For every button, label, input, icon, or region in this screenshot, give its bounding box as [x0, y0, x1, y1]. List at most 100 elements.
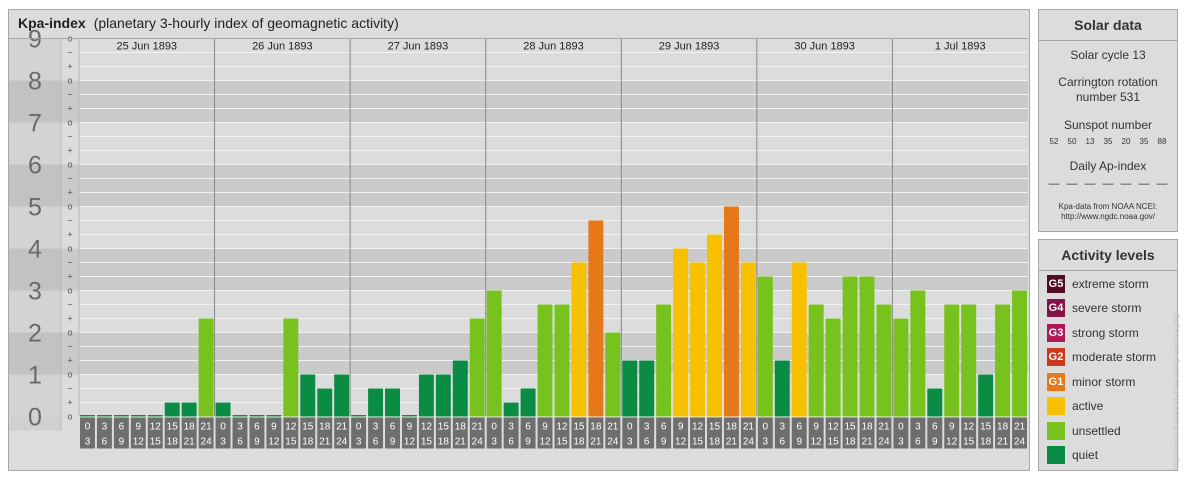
- interval-start-label: 0: [898, 422, 904, 433]
- interval-start-label: 3: [102, 422, 108, 433]
- activity-levels-divider: [1039, 270, 1177, 271]
- carrington-line2: number 531: [1075, 90, 1141, 104]
- interval-end-label: 24: [336, 437, 348, 448]
- interval-start-label: 12: [285, 422, 297, 433]
- sunspot-value: 52: [1049, 137, 1059, 146]
- interval-start-label: 9: [542, 422, 548, 433]
- solar-data-title: Solar data: [1074, 17, 1142, 33]
- interval-end-label: 24: [201, 437, 213, 448]
- y-subtick-label: −: [67, 216, 72, 226]
- interval-end-label: 24: [1014, 437, 1026, 448]
- interval-end-label: 3: [627, 437, 633, 448]
- interval-start-label: 18: [455, 422, 467, 433]
- interval-end-label: 3: [356, 437, 362, 448]
- interval-cell: [740, 417, 756, 449]
- y-subtick-label: o: [67, 412, 72, 422]
- interval-end-label: 15: [692, 437, 704, 448]
- interval-start-label: 18: [319, 422, 331, 433]
- kp-bar: [673, 248, 689, 417]
- interval-end-label: 15: [150, 437, 162, 448]
- kp-bar: [368, 388, 384, 417]
- legend-item-moderate-storm: G2 moderate storm: [1047, 347, 1156, 367]
- ap-value: —: [1084, 178, 1096, 190]
- interval-start-label: 18: [861, 422, 873, 433]
- legend-swatch-g1: G1: [1047, 373, 1065, 391]
- kp-bar: [605, 332, 621, 417]
- ap-value: —: [1102, 178, 1114, 190]
- y-label-band: [9, 206, 61, 249]
- interval-end-label: 9: [119, 437, 125, 448]
- interval-end-label: 18: [980, 437, 992, 448]
- interval-end-label: 6: [237, 437, 243, 448]
- ap-index-values: — — — — — — —: [1039, 178, 1177, 190]
- interval-end-label: 6: [644, 437, 650, 448]
- kp-bar: [774, 360, 790, 417]
- credit-line1: Kpa-data from NOAA NCEI:: [1058, 202, 1158, 211]
- y-subtick-label: −: [67, 384, 72, 394]
- y-tick-label: 5: [28, 194, 42, 222]
- kp-bar: [757, 276, 773, 417]
- interval-end-label: 3: [898, 437, 904, 448]
- y-subtick-label: −: [67, 342, 72, 352]
- interval-end-label: 21: [997, 437, 1009, 448]
- interval-start-label: 9: [678, 422, 684, 433]
- y-tick-label: 6: [28, 152, 42, 180]
- y-label-band: [9, 122, 61, 165]
- interval-start-label: 15: [302, 422, 314, 433]
- kp-bar: [232, 415, 248, 417]
- interval-start-label: 12: [556, 422, 568, 433]
- kp-bar: [842, 276, 858, 417]
- kp-bar: [130, 415, 146, 417]
- ap-value: —: [1066, 178, 1078, 190]
- interval-start-label: 6: [254, 422, 260, 433]
- interval-start-label: 0: [85, 422, 91, 433]
- y-label-band: [9, 80, 61, 123]
- sunspot-label: Sunspot number: [1063, 118, 1153, 132]
- y-subtick-label: o: [67, 370, 72, 380]
- interval-start-label: 6: [390, 422, 396, 433]
- kp-bar: [707, 234, 722, 417]
- interval-cell: [368, 417, 384, 449]
- legend-swatch-active: [1047, 397, 1065, 415]
- y-tick-label: 2: [28, 320, 42, 348]
- y-subtick-label: −: [67, 132, 72, 142]
- interval-start-label: 3: [779, 422, 785, 433]
- interval-cell: [588, 417, 604, 449]
- interval-end-label: 15: [285, 437, 297, 448]
- sunspot-value: 35: [1139, 137, 1149, 146]
- interval-end-label: 12: [539, 437, 551, 448]
- interval-end-label: 18: [709, 437, 721, 448]
- interval-start-label: 6: [525, 422, 531, 433]
- interval-cell: [147, 417, 163, 449]
- legend-label: minor storm: [1072, 375, 1136, 389]
- interval-cell: [385, 417, 400, 449]
- interval-cell: [757, 417, 773, 449]
- interval-start-label: 18: [997, 422, 1009, 433]
- interval-end-label: 18: [845, 437, 857, 448]
- y-tick-label: 4: [28, 236, 42, 264]
- ap-value: —: [1156, 178, 1168, 190]
- y-tick-label: 1: [28, 362, 42, 390]
- chart-title-main: Kpa-index: [18, 15, 86, 31]
- kp-bar: [215, 402, 231, 417]
- interval-cell: [774, 417, 790, 449]
- interval-cell: [198, 417, 214, 449]
- kp-bar: [80, 415, 95, 417]
- kp-bar: [113, 415, 129, 417]
- interval-start-label: 0: [356, 422, 362, 433]
- y-subtick-label: o: [67, 328, 72, 338]
- sunspot-value: 20: [1121, 137, 1131, 146]
- interval-end-label: 18: [302, 437, 314, 448]
- activity-levels-panel: Activity levels G5 extreme storm G4 seve…: [1038, 239, 1178, 471]
- interval-start-label: 15: [573, 422, 585, 433]
- legend-swatch-g4: G4: [1047, 299, 1065, 317]
- interval-end-label: 9: [796, 437, 802, 448]
- interval-end-label: 24: [472, 437, 484, 448]
- interval-end-label: 21: [319, 437, 331, 448]
- interval-start-label: 12: [692, 422, 704, 433]
- legend-item-extreme-storm: G5 extreme storm: [1047, 274, 1149, 294]
- kp-bar: [690, 262, 706, 417]
- interval-cell: [469, 417, 485, 449]
- interval-start-label: 21: [472, 422, 484, 433]
- interval-end-label: 9: [525, 437, 531, 448]
